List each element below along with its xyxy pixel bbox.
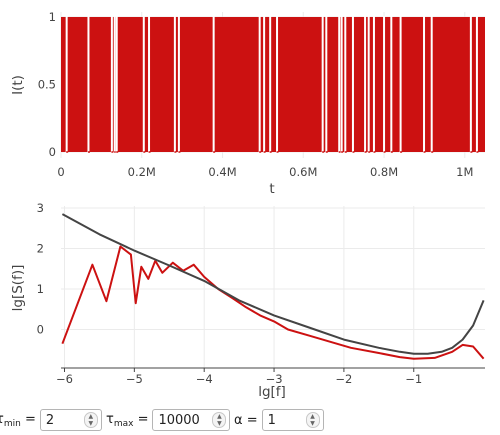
tau-max-stepper[interactable]: ▲ ▼ [212, 412, 227, 428]
signal-drop-gap [258, 16, 261, 153]
signal-drop-gap [269, 16, 272, 153]
signal-chart: 0 0.2M 0.4M 0.6M 0.8M 1M 00.51 t I(t) [10, 10, 485, 197]
spectrum-chart: −6 −5 −4 −3 −2 −1 0 1 2 3 lg[f] lg[S(f)] [10, 201, 485, 400]
alpha-spinbox[interactable]: ▲▼ [261, 409, 324, 431]
signal-drop-gap [367, 16, 370, 153]
spectrum-x-tick-label: −6 [56, 372, 73, 386]
signal-drop-gap [399, 16, 402, 153]
signal-y-tick-label: 0.5 [38, 78, 56, 92]
signal-drop-gap [263, 16, 266, 153]
alpha-control: α = ▲▼ [234, 409, 324, 431]
spectrum-series [61, 213, 485, 360]
tau-min-label: τmin = [0, 411, 36, 429]
signal-drop-gap [383, 16, 386, 153]
signal-x-axis-label: t [269, 181, 274, 197]
signal-drop-gap [177, 16, 180, 153]
spectrum-grid [61, 206, 485, 368]
spectrum-y-tick-label: 3 [37, 201, 44, 215]
tau-max-input[interactable] [153, 412, 230, 428]
signal-x-tick-label: 0.6M [289, 165, 317, 179]
tau-max-control: τmax = ▲▼ [106, 409, 231, 431]
tau-max-spinbox[interactable]: ▲▼ [152, 409, 231, 431]
chart-area: 0 0.2M 0.4M 0.6M 0.8M 1M 00.51 t I(t) −6 −5 −4−… [10, 10, 485, 400]
spectrum-x-tick-label: −3 [266, 372, 283, 386]
spectrum-x-tick-label: −4 [196, 372, 213, 386]
signal-drop-gap [340, 16, 343, 153]
signal-y-tick-label: 0 [49, 145, 56, 159]
parameter-controls: τmin = ▲▼ τmax = ▲▼ α = ▲▼ [0, 405, 500, 435]
signal-y-axis-label: I(t) [10, 75, 26, 95]
signal-drop-gap [148, 16, 151, 153]
signal-drop-gap [475, 16, 478, 153]
spectrum-x-tick-label: −5 [126, 372, 143, 386]
signal-fill-band [61, 17, 485, 152]
signal-drop-gap [325, 16, 328, 153]
spectrum-y-tick-label: 0 [37, 323, 44, 337]
spectrum-y-tick-label: 1 [37, 282, 44, 296]
spectrum-simulated-line [61, 245, 485, 360]
signal-y-tick-label: 1 [49, 10, 56, 24]
spectrum-y-axis-label: lg[S(f)] [10, 265, 26, 312]
signal-drop-gap [390, 16, 393, 153]
chevron-up-icon[interactable]: ▲ [310, 413, 315, 420]
signal-drop-gap [87, 16, 90, 153]
signal-x-tick-label: 0.8M [370, 165, 398, 179]
tau-min-spinbox[interactable]: ▲▼ [39, 409, 102, 431]
signal-drop-gap [113, 16, 116, 153]
signal-drop-gap [338, 16, 341, 153]
signal-drop-gap [110, 16, 113, 153]
alpha-label: α = [234, 412, 258, 428]
spectrum-y-ticks: 0 1 2 3 [37, 201, 44, 337]
chevron-down-icon[interactable]: ▼ [88, 420, 94, 427]
spectrum-x-ticks: −6 −5 −4 −3 −2 −1 [56, 368, 422, 386]
signal-x-tick-label: 0 [57, 165, 64, 179]
spectrum-theory-line [61, 213, 485, 355]
spectrum-x-tick-label: −1 [405, 372, 422, 386]
signal-x-tick-label: 0.2M [128, 165, 156, 179]
signal-drop-gap [212, 16, 215, 153]
signal-x-tick-label: 1M [456, 165, 473, 179]
signal-drop-gap [276, 16, 279, 153]
signal-series [61, 16, 485, 153]
chevron-down-icon[interactable]: ▼ [310, 420, 315, 427]
signal-drop-gap [142, 16, 145, 153]
chevron-up-icon[interactable]: ▲ [217, 413, 222, 420]
alpha-stepper[interactable]: ▲ ▼ [305, 412, 320, 428]
chevron-up-icon[interactable]: ▲ [88, 413, 94, 420]
signal-drop-gap [364, 16, 367, 153]
signal-drop-gap [65, 16, 68, 153]
signal-y-ticks: 00.51 [38, 10, 56, 159]
spectrum-x-tick-label: −2 [335, 372, 352, 386]
chevron-down-icon[interactable]: ▼ [217, 420, 222, 427]
signal-drop-gap [351, 16, 354, 153]
signal-x-ticks: 0 0.2M 0.4M 0.6M 0.8M 1M [57, 165, 473, 179]
tau-min-control: τmin = ▲▼ [0, 409, 102, 431]
signal-drop-gap [430, 16, 433, 153]
signal-drop-gap [469, 16, 472, 153]
spectrum-x-axis-label: lg[f] [258, 384, 286, 400]
signal-drop-gap [115, 16, 118, 153]
signal-drop-gap [423, 16, 426, 153]
signal-drop-gap [321, 16, 324, 153]
signal-drop-gap [173, 16, 176, 153]
signal-drop-gap [344, 16, 347, 153]
spectrum-y-tick-label: 2 [37, 242, 44, 256]
signal-x-tick-label: 0.4M [208, 165, 236, 179]
signal-drop-gap [372, 16, 375, 153]
tau-max-label: τmax = [106, 411, 149, 429]
tau-min-stepper[interactable]: ▲ ▼ [83, 412, 98, 428]
